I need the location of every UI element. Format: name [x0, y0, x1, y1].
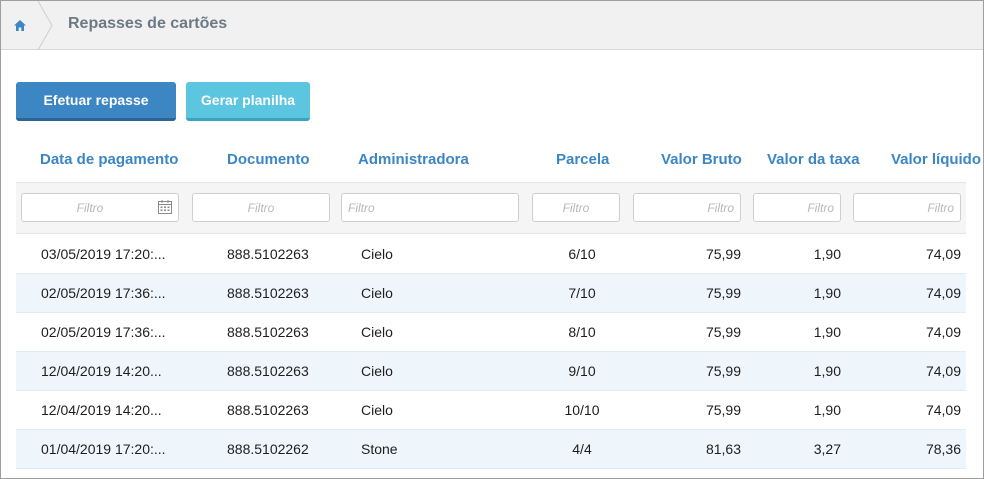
cell-valor-liquido: 74,09 [925, 285, 961, 301]
cell-valor-taxa: 3,27 [813, 441, 841, 457]
home-link[interactable] [1, 1, 39, 50]
cell-valor-taxa: 1,90 [813, 285, 841, 301]
table-row[interactable]: 01/04/2019 17:20:... 888.5102262 Stone 4… [16, 430, 966, 469]
column-header-documento[interactable]: Documento [227, 151, 310, 168]
breadcrumb: Repasses de cartões [1, 1, 983, 50]
cell-data-pagamento: 03/05/2019 17:20:... [41, 246, 166, 262]
table-row[interactable]: 12/04/2019 14:20... 888.5102263 Cielo 10… [16, 391, 966, 430]
cell-documento: 888.5102262 [227, 441, 309, 457]
breadcrumb-separator [37, 1, 53, 50]
cell-administradora: Cielo [361, 285, 393, 301]
column-header-administradora[interactable]: Administradora [358, 151, 469, 168]
filter-data-pagamento[interactable] [21, 193, 179, 222]
filter-valor-taxa[interactable] [753, 193, 841, 222]
cell-valor-taxa: 1,90 [813, 324, 841, 340]
cell-valor-bruto: 75,99 [705, 324, 741, 340]
table-row[interactable]: 02/05/2019 17:36:... 888.5102263 Cielo 7… [16, 274, 966, 313]
cell-administradora: Cielo [361, 402, 393, 418]
cell-parcela: 4/4 [572, 441, 592, 457]
cell-documento: 888.5102263 [227, 285, 309, 301]
cell-valor-taxa: 1,90 [813, 246, 841, 262]
cell-administradora: Cielo [361, 246, 393, 262]
page-title: Repasses de cartões [68, 15, 228, 32]
column-header-valor-liquido[interactable]: Valor líquido [891, 151, 982, 168]
cell-documento: 888.5102263 [227, 402, 309, 418]
cell-parcela: 10/10 [564, 402, 600, 418]
cell-valor-bruto: 75,99 [705, 285, 741, 301]
cell-valor-bruto: 75,99 [705, 363, 741, 379]
gerar-planilha-button[interactable]: Gerar planilha [186, 82, 310, 121]
table-row[interactable]: 03/05/2019 17:20:... 888.5102263 Cielo 6… [16, 235, 966, 274]
cell-valor-liquido: 74,09 [925, 363, 961, 379]
cell-documento: 888.5102263 [227, 324, 309, 340]
cell-documento: 888.5102263 [227, 246, 309, 262]
calendar-icon[interactable] [157, 199, 173, 215]
cell-valor-taxa: 1,90 [813, 363, 841, 379]
cell-valor-taxa: 1,90 [813, 402, 841, 418]
table-row[interactable]: 12/04/2019 14:20... 888.5102263 Cielo 9/… [16, 352, 966, 391]
cell-data-pagamento: 01/04/2019 17:20:... [41, 441, 166, 457]
filter-valor-bruto[interactable] [633, 193, 741, 222]
cell-valor-liquido: 78,36 [925, 441, 961, 457]
cell-valor-liquido: 74,09 [925, 246, 961, 262]
cell-administradora: Cielo [361, 363, 393, 379]
cell-parcela: 9/10 [568, 363, 596, 379]
cell-data-pagamento: 02/05/2019 17:36:... [41, 285, 166, 301]
cell-administradora: Stone [361, 441, 398, 457]
home-icon [14, 20, 26, 31]
column-header-data-pagamento[interactable]: Data de pagamento [40, 151, 179, 168]
cell-data-pagamento: 02/05/2019 17:36:... [41, 324, 166, 340]
cell-parcela: 6/10 [568, 246, 596, 262]
column-header-valor-taxa[interactable]: Valor da taxa [767, 151, 860, 168]
cell-data-pagamento: 12/04/2019 14:20... [41, 363, 162, 379]
column-header-parcela[interactable]: Parcela [556, 151, 610, 168]
cell-valor-liquido: 74,09 [925, 324, 961, 340]
cell-administradora: Cielo [361, 324, 393, 340]
cell-documento: 888.5102263 [227, 363, 309, 379]
cell-valor-liquido: 74,09 [925, 402, 961, 418]
cell-data-pagamento: 12/04/2019 14:20... [41, 402, 162, 418]
cell-parcela: 8/10 [568, 324, 596, 340]
table-row[interactable]: 02/05/2019 17:36:... 888.5102263 Cielo 8… [16, 313, 966, 352]
cell-parcela: 7/10 [568, 285, 596, 301]
cell-valor-bruto: 75,99 [705, 402, 741, 418]
efetuar-repasse-button[interactable]: Efetuar repasse [16, 82, 176, 121]
cell-valor-bruto: 75,99 [705, 246, 741, 262]
filter-parcela[interactable] [532, 193, 620, 222]
filter-valor-liquido[interactable] [853, 193, 961, 222]
cell-valor-bruto: 81,63 [705, 441, 741, 457]
filter-administradora[interactable] [341, 193, 519, 222]
filter-documento[interactable] [192, 193, 330, 222]
column-header-valor-bruto[interactable]: Valor Bruto [661, 151, 742, 168]
